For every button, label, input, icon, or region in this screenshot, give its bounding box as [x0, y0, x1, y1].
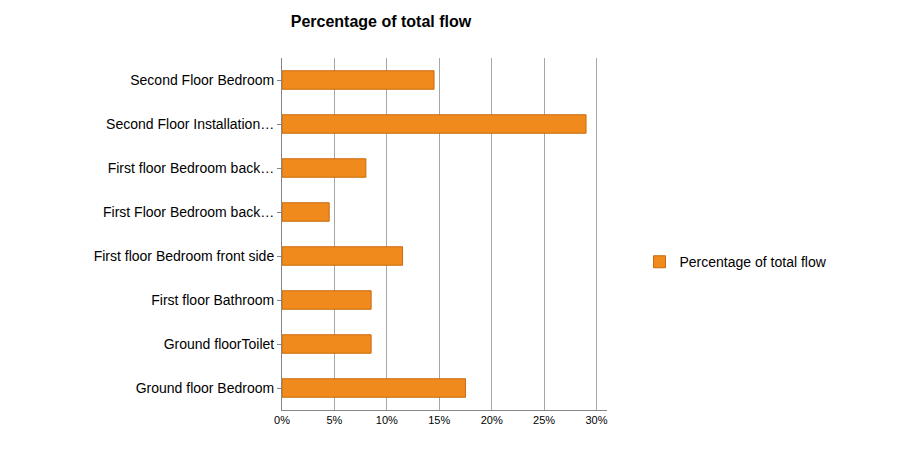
svg-text:Second Floor Bedroom: Second Floor Bedroom: [130, 72, 274, 88]
svg-text:Ground floorToilet: Ground floorToilet: [164, 336, 275, 352]
svg-text:25%: 25%: [533, 414, 555, 426]
svg-text:First floor Bedroom back…: First floor Bedroom back…: [108, 160, 275, 176]
svg-text:Ground floor Bedroom: Ground floor Bedroom: [136, 380, 275, 396]
svg-text:Percentage of total flow: Percentage of total flow: [680, 254, 827, 270]
svg-text:Percentage of total flow: Percentage of total flow: [291, 13, 472, 30]
svg-text:20%: 20%: [481, 414, 503, 426]
svg-text:Second Floor Installation…: Second Floor Installation…: [106, 116, 274, 132]
svg-text:0%: 0%: [274, 414, 290, 426]
svg-text:15%: 15%: [428, 414, 450, 426]
svg-text:5%: 5%: [326, 414, 342, 426]
svg-text:First floor Bedroom front side: First floor Bedroom front side: [94, 248, 275, 264]
svg-text:30%: 30%: [586, 414, 608, 426]
svg-text:First Floor Bedroom back…: First Floor Bedroom back…: [103, 204, 274, 220]
svg-text:First floor Bathroom: First floor Bathroom: [151, 292, 274, 308]
svg-text:10%: 10%: [376, 414, 398, 426]
